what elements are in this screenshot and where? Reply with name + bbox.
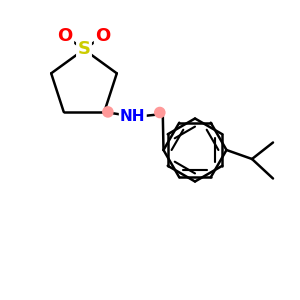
Circle shape [103, 107, 113, 117]
Text: O: O [58, 27, 73, 45]
Text: NH: NH [120, 109, 146, 124]
Text: S: S [77, 40, 91, 58]
Text: O: O [95, 27, 110, 45]
Circle shape [155, 107, 165, 118]
